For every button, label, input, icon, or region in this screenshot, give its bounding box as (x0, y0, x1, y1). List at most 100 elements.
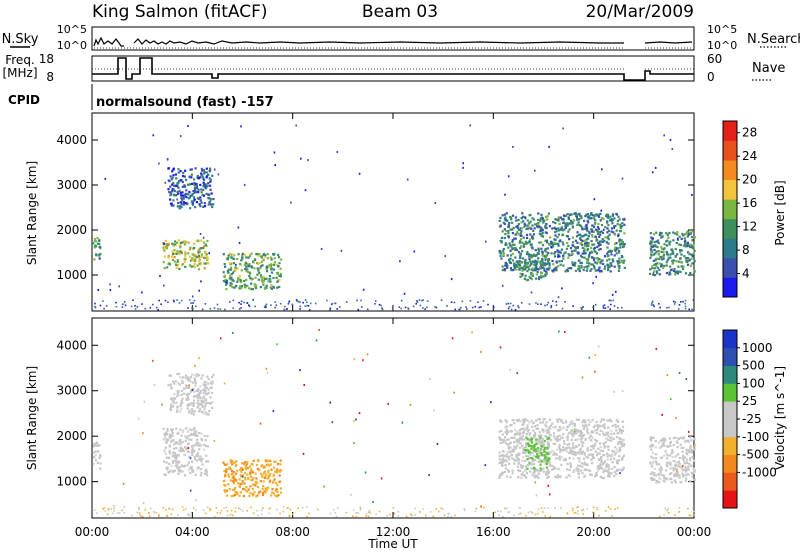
echo-cell (524, 451, 527, 454)
echo-cell (207, 382, 210, 385)
ground-scatter-cell (664, 507, 666, 510)
echo-cell (660, 247, 664, 251)
echo-cell (547, 268, 550, 271)
echo-cell (621, 458, 624, 461)
echo-cell (92, 456, 95, 459)
ground-scatter-cell (610, 299, 612, 302)
echo-cell (560, 456, 563, 459)
echo-cell (577, 468, 580, 471)
echo-cell (523, 222, 526, 225)
ground-scatter-cell (195, 509, 197, 511)
echo-cell (557, 429, 560, 432)
echo-cell (555, 230, 558, 233)
echo-cell (531, 451, 534, 454)
echo-cell (98, 254, 101, 257)
echo-cell (553, 268, 556, 272)
ground-scatter-cell (306, 516, 308, 518)
echo-cell (654, 446, 657, 449)
echo-cell (504, 464, 507, 467)
noise-cell (109, 283, 111, 286)
echo-cell (253, 258, 256, 261)
echo-cell (226, 494, 229, 497)
echo-cell (557, 438, 560, 441)
echo-cell (559, 251, 562, 254)
echo-cell (165, 440, 168, 443)
echo-cell (587, 237, 590, 240)
echo-cell (266, 487, 269, 490)
echo-cell (591, 454, 594, 457)
ground-scatter-cell (426, 306, 428, 309)
ground-scatter-cell (546, 303, 548, 306)
echo-cell (576, 231, 579, 234)
echo-cell (686, 263, 690, 266)
echo-cell (652, 457, 655, 460)
ground-scatter-cell (232, 307, 234, 309)
echo-cell (225, 469, 228, 472)
echo-cell (498, 455, 501, 458)
echo-cell (268, 474, 272, 477)
noise-cell (353, 442, 355, 445)
echo-cell (189, 168, 192, 171)
ground-scatter-cell (261, 509, 263, 512)
echo-cell (203, 443, 206, 446)
echo-cell (193, 178, 196, 181)
echo-cell (681, 232, 684, 235)
echo-cell (231, 463, 234, 466)
echo-cell (607, 464, 610, 467)
echo-cell (503, 269, 507, 272)
echo-cell (546, 460, 549, 463)
echo-cell (531, 446, 534, 449)
echo-cell (196, 393, 199, 396)
echo-cell (658, 474, 661, 477)
echo-cell (179, 244, 182, 247)
ground-scatter-cell (282, 510, 285, 513)
ground-scatter-cell (265, 306, 267, 308)
ground-scatter-cell (250, 506, 252, 509)
echo-cell (542, 470, 546, 473)
ground-scatter-cell (164, 299, 167, 302)
echo-cell (209, 199, 212, 202)
echo-cell (188, 392, 191, 395)
echo-cell (603, 423, 606, 426)
ground-scatter-cell (336, 308, 338, 310)
echo-cell (594, 219, 597, 222)
echo-cell (580, 215, 583, 218)
echo-cell (580, 440, 583, 443)
echo-cell (597, 244, 600, 247)
echo-cell (199, 176, 202, 179)
echo-cell (617, 251, 621, 254)
echo-cell (499, 441, 502, 445)
echo-cell (580, 431, 583, 434)
echo-cell (565, 476, 568, 479)
noise-cell (587, 469, 590, 472)
ground-scatter-cell (242, 510, 244, 512)
echo-cell (193, 246, 196, 250)
echo-cell (177, 468, 180, 471)
noise-cell (237, 226, 240, 229)
echo-cell (567, 244, 570, 247)
echo-cell (558, 418, 561, 421)
ground-scatter-cell (651, 300, 654, 303)
echo-cell (528, 240, 531, 243)
echo-cell (591, 235, 594, 238)
echo-cell (606, 432, 609, 435)
echo-cell (658, 268, 661, 271)
echo-cell (679, 249, 682, 252)
echo-cell (552, 263, 555, 266)
echo-cell (656, 257, 659, 260)
echo-cell (198, 256, 201, 259)
echo-cell (546, 436, 549, 439)
ground-scatter-cell (288, 300, 291, 302)
echo-cell (202, 397, 205, 400)
echo-cell (229, 268, 233, 271)
echo-cell (269, 286, 272, 289)
ground-scatter-cell (105, 305, 108, 307)
echo-cell (186, 403, 189, 406)
echo-cell (272, 263, 276, 266)
echo-cell (199, 389, 202, 392)
echo-cell (198, 457, 201, 460)
echo-cell (227, 268, 230, 271)
ground-scatter-cell (392, 507, 395, 509)
echo-cell (501, 214, 504, 217)
ground-scatter-cell (345, 301, 348, 303)
